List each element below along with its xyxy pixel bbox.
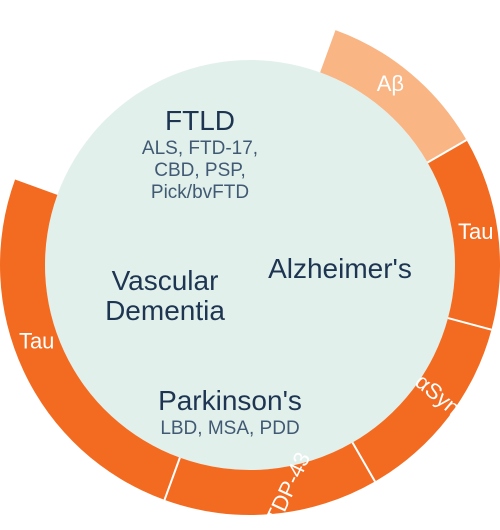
label-vascular-main: Vascular <box>112 265 219 296</box>
label-vascular-main: Dementia <box>105 295 225 326</box>
label-parkinsons-sub: LBD, MSA, PDD <box>160 418 299 439</box>
arc-label-abeta: Aβ <box>377 71 404 96</box>
label-alzheimers: Alzheimer's <box>268 253 412 284</box>
proteinopathy-diagram: TDP-43TauAβTauαSynFTLDALS, FTD-17,CBD, P… <box>0 0 500 530</box>
label-ftld-sub: Pick/bvFTD <box>151 182 249 203</box>
label-alzheimers-main: Alzheimer's <box>268 253 412 284</box>
arc-label-tau-bottom: Tau <box>458 219 493 244</box>
label-parkinsons: Parkinson'sLBD, MSA, PDD <box>158 385 302 439</box>
label-vascular: VascularDementia <box>105 265 225 326</box>
label-ftld-main: FTLD <box>165 105 235 136</box>
label-ftld-sub: ALS, FTD-17, <box>142 138 258 159</box>
arc-label-tau-top: Tau <box>19 328 54 353</box>
label-ftld-sub: CBD, PSP, <box>154 160 246 181</box>
label-parkinsons-main: Parkinson's <box>158 385 302 416</box>
